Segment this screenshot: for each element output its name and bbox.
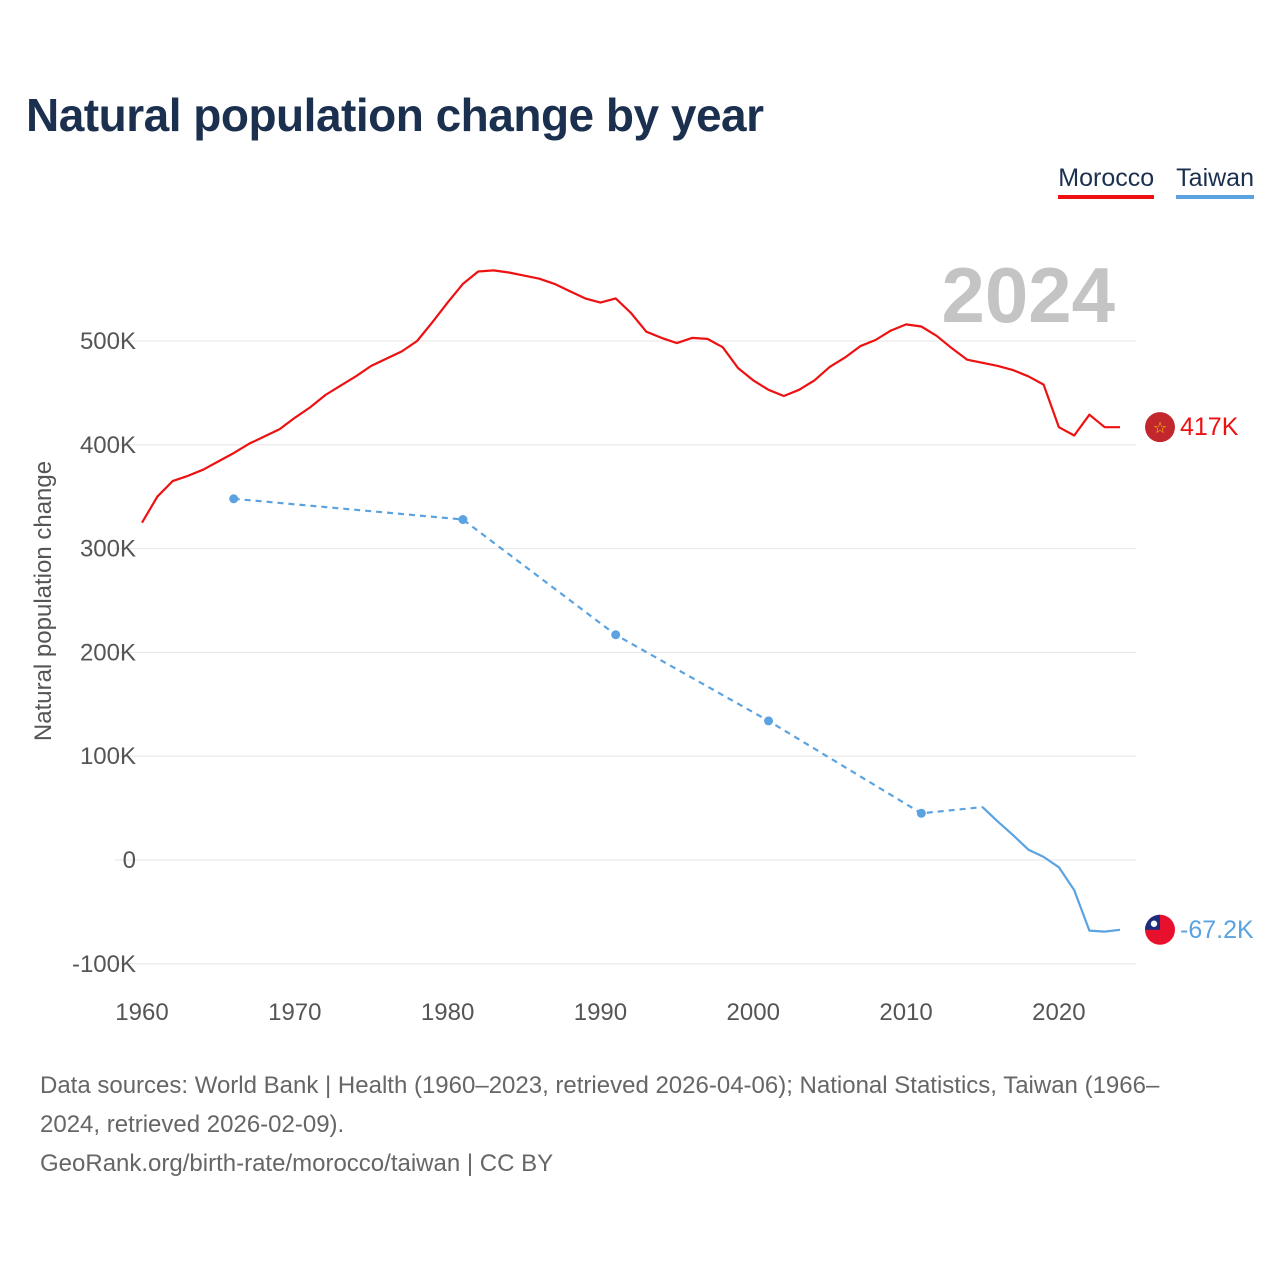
series-line-taiwan-dashed — [233, 497, 983, 815]
data-point-taiwan — [916, 808, 926, 818]
x-tick-label: 1990 — [574, 999, 627, 1026]
year-overlay: 2024 — [941, 251, 1115, 339]
data-sources-line-2: 2024, retrieved 2026-02-09). — [40, 1111, 345, 1138]
y-tick-label: 500K — [80, 328, 136, 355]
x-axis-ticks: 1960 1970 1980 1990 2000 2010 2020 — [115, 999, 1085, 1026]
data-point-taiwan — [764, 716, 774, 726]
morocco-flag-icon — [1145, 412, 1175, 443]
data-sources-line-1: Data sources: World Bank | Health (1960–… — [40, 1072, 1160, 1099]
y-tick-label: 0 — [123, 847, 136, 874]
credit-link[interactable]: GeoRank.org/birth-rate/morocco/taiwan | … — [40, 1150, 554, 1177]
taiwan-sun-icon — [1150, 920, 1158, 927]
y-tick-label: 300K — [80, 536, 136, 563]
end-label-morocco: 417K — [1180, 413, 1239, 441]
morocco-star-icon: ☆ — [1153, 418, 1167, 437]
y-tick-label: 400K — [80, 432, 136, 459]
x-tick-label: 2010 — [879, 999, 932, 1026]
x-tick-label: 1980 — [421, 999, 474, 1026]
x-tick-label: 1960 — [115, 999, 168, 1026]
data-point-taiwan — [458, 515, 468, 525]
series-layer — [141, 269, 1121, 933]
grid-lines — [115, 340, 1136, 965]
legend: Morocco Taiwan — [1058, 164, 1254, 199]
y-tick-label: 100K — [80, 743, 136, 770]
end-markers: ☆ 417K -67.2K — [1145, 412, 1254, 945]
footer: Data sources: World Bank | Health (1960–… — [40, 1066, 1250, 1183]
x-tick-label: 1970 — [268, 999, 321, 1026]
y-tick-label: -100K — [72, 951, 136, 978]
x-tick-label: 2000 — [727, 999, 780, 1026]
y-tick-label: 200K — [80, 639, 136, 666]
data-point-taiwan — [229, 494, 239, 504]
data-point-taiwan — [611, 630, 621, 640]
legend-item-morocco[interactable]: Morocco — [1058, 164, 1155, 199]
end-label-taiwan: -67.2K — [1180, 916, 1254, 944]
legend-item-taiwan[interactable]: Taiwan — [1176, 164, 1254, 199]
series-line-taiwan — [981, 806, 1121, 933]
series-line-morocco — [141, 269, 1120, 524]
x-tick-label: 2020 — [1032, 999, 1085, 1026]
y-axis-ticks: -100K 0 100K 200K 300K 400K 500K — [72, 328, 136, 978]
y-axis-label: Natural population change — [30, 461, 57, 741]
page-title: Natural population change by year — [26, 89, 764, 141]
